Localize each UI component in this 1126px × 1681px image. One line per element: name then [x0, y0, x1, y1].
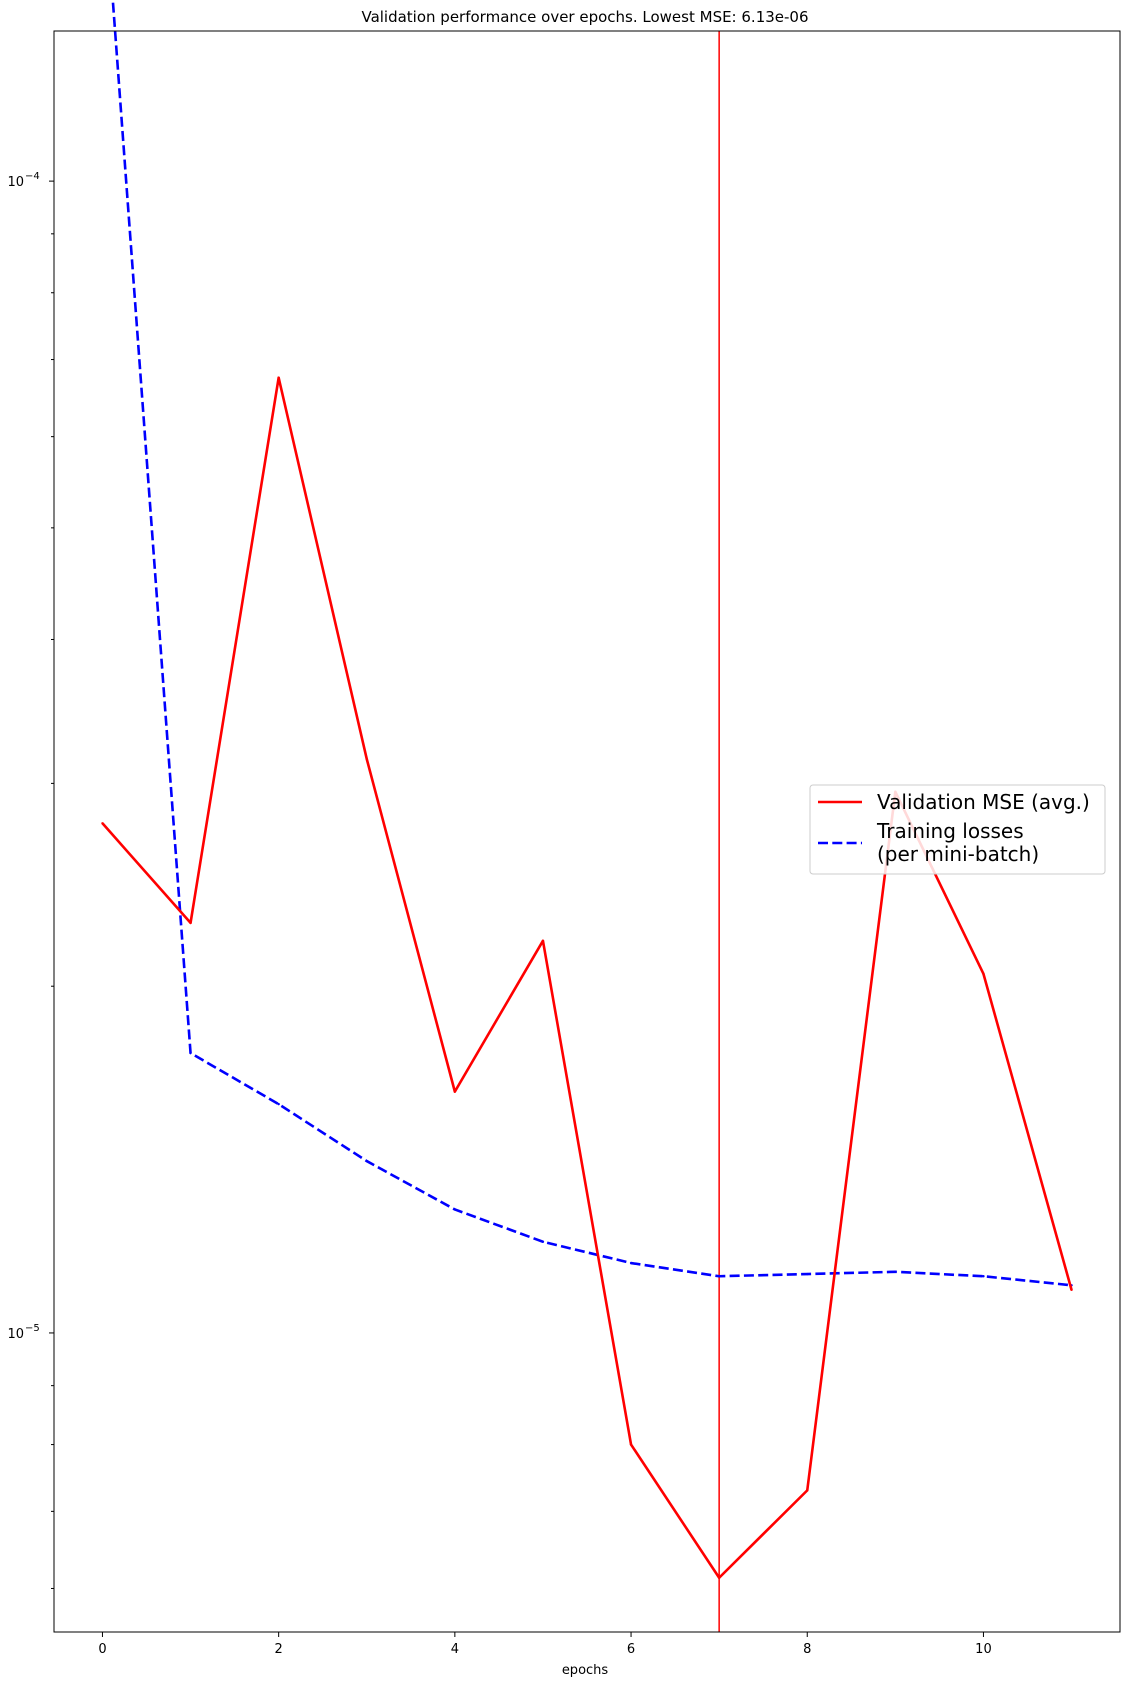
x-tick-label: 8: [803, 1642, 811, 1657]
training-loss-point: [189, 1051, 192, 1055]
training-loss-point: [894, 1270, 897, 1274]
axes-frame: [53, 30, 1121, 1633]
validation-mse-point: [1070, 1288, 1073, 1292]
training-loss-line: [111, 0, 1072, 1287]
x-axis-label: epochs: [562, 1663, 609, 1678]
legend: Validation MSE (avg.) Training losses(per…: [809, 784, 1106, 875]
training-loss-point: [717, 1275, 721, 1278]
validation-mse-point: [101, 822, 104, 825]
y-tick-label: 10: [7, 1327, 24, 1342]
validation-mse-point: [717, 1576, 721, 1579]
legend-box: [809, 784, 1106, 875]
validation-mse-point: [541, 939, 545, 943]
x-tick-label: 2: [275, 1642, 283, 1657]
legend-label-validation: Validation MSE (avg.): [877, 790, 1090, 814]
y-tick-label-exponent: −4: [25, 171, 40, 182]
x-tick-label: 4: [451, 1642, 459, 1657]
y-tick-label-exponent: −5: [25, 1323, 40, 1334]
training-loss-point: [277, 1102, 280, 1106]
training-loss-point: [453, 1208, 457, 1211]
validation-mse-point: [189, 921, 192, 925]
validation-mse-point: [629, 1443, 633, 1446]
x-tick-label: 10: [975, 1642, 992, 1657]
training-loss-point: [806, 1272, 809, 1276]
chart-title: Validation performance over epochs. Lowe…: [361, 8, 808, 26]
x-tick-label: 6: [627, 1642, 635, 1657]
training-loss-point: [541, 1240, 545, 1243]
validation-mse-point: [806, 1489, 809, 1492]
legend-label-training: Training losses: [876, 819, 1024, 843]
training-loss-point: [629, 1261, 633, 1265]
validation-mse-point: [453, 1090, 457, 1093]
validation-mse-point: [982, 972, 985, 976]
x-tick-label: 0: [98, 1642, 106, 1657]
y-tick-label: 10: [7, 175, 24, 190]
training-loss-point: [365, 1159, 368, 1163]
legend-label-training-line2: (per mini-batch): [877, 842, 1039, 866]
validation-mse-point: [277, 376, 280, 379]
training-loss-point: [982, 1275, 985, 1278]
validation-mse-point: [365, 757, 368, 761]
